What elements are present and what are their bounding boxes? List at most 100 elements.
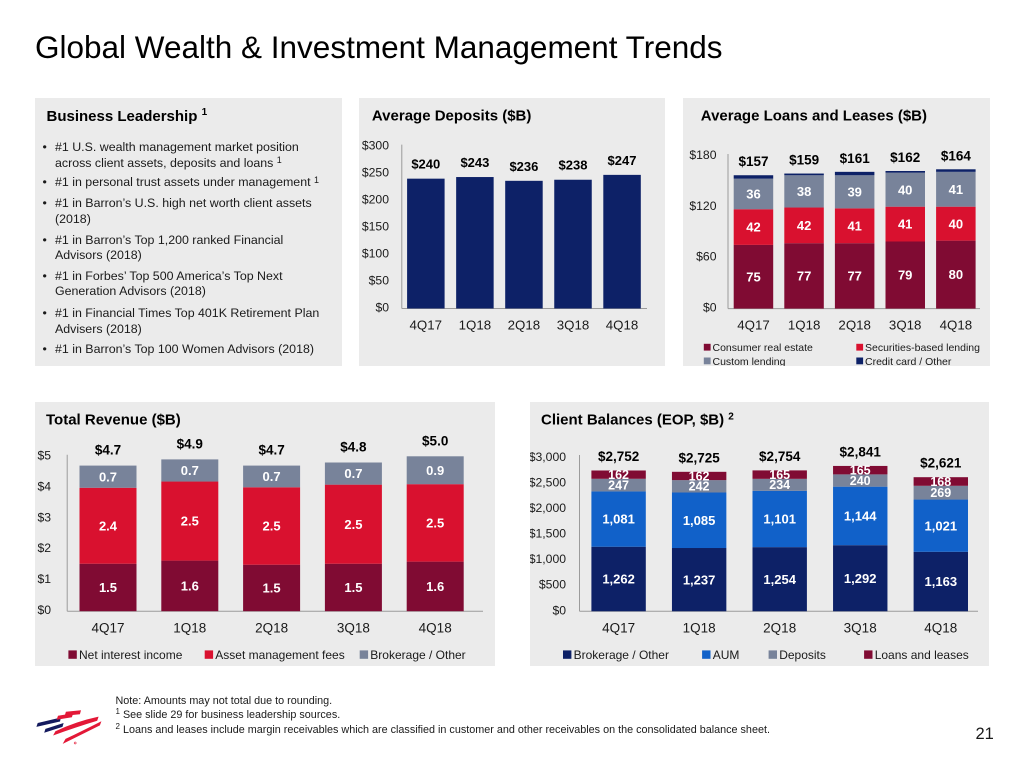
svg-text:$159: $159	[789, 153, 819, 168]
svg-text:41: 41	[949, 182, 963, 197]
svg-text:$4.9: $4.9	[177, 436, 203, 451]
svg-text:1,101: 1,101	[763, 512, 796, 527]
svg-text:2.5: 2.5	[426, 516, 444, 531]
svg-text:$300: $300	[362, 138, 389, 152]
svg-text:$240: $240	[411, 157, 440, 172]
svg-text:3Q18: 3Q18	[844, 621, 877, 636]
svg-text:4Q18: 4Q18	[419, 621, 452, 636]
svg-text:Deposits: Deposits	[779, 648, 826, 662]
svg-text:$120: $120	[689, 199, 716, 213]
svg-text:$250: $250	[362, 165, 389, 179]
svg-text:$4.8: $4.8	[340, 440, 367, 455]
svg-text:$238: $238	[559, 158, 588, 173]
svg-text:$236: $236	[509, 159, 538, 174]
svg-text:Client Balances (EOP, $B) 2: Client Balances (EOP, $B) 2	[541, 412, 734, 429]
svg-text:1,292: 1,292	[844, 571, 877, 586]
svg-text:$180: $180	[689, 148, 716, 162]
svg-text:$5: $5	[38, 448, 52, 462]
svg-text:80: 80	[949, 267, 963, 282]
svg-text:1.5: 1.5	[263, 581, 281, 596]
svg-text:3Q18: 3Q18	[889, 318, 922, 333]
svg-text:1Q18: 1Q18	[173, 621, 206, 636]
svg-text:38: 38	[797, 184, 811, 199]
svg-text:40: 40	[949, 216, 963, 231]
svg-text:$0: $0	[703, 301, 717, 315]
svg-text:$2,841: $2,841	[840, 444, 882, 459]
svg-text:$200: $200	[362, 193, 389, 207]
svg-text:4Q17: 4Q17	[410, 318, 443, 333]
svg-text:77: 77	[847, 269, 861, 284]
svg-text:Total Revenue ($B): Total Revenue ($B)	[46, 412, 181, 429]
svg-text:41: 41	[847, 218, 861, 233]
svg-text:Net interest income: Net interest income	[79, 648, 183, 662]
svg-text:42: 42	[797, 218, 811, 233]
svg-text:$60: $60	[696, 250, 717, 264]
svg-text:1,081: 1,081	[602, 512, 635, 527]
svg-text:0.7: 0.7	[99, 469, 117, 484]
svg-text:$5.0: $5.0	[422, 433, 448, 448]
svg-text:Brokerage / Other: Brokerage / Other	[574, 648, 669, 662]
svg-text:Loans and leases: Loans and leases	[875, 648, 969, 662]
svg-text:1Q18: 1Q18	[459, 318, 492, 333]
svg-text:1,163: 1,163	[925, 574, 958, 589]
svg-text:247: 247	[608, 479, 629, 493]
svg-text:36: 36	[746, 187, 760, 202]
svg-text:4Q18: 4Q18	[940, 318, 973, 333]
svg-text:2.5: 2.5	[263, 519, 281, 534]
svg-text:$161: $161	[840, 151, 871, 166]
svg-text:$2,500: $2,500	[530, 475, 566, 489]
svg-text:240: 240	[850, 474, 871, 488]
svg-text:$157: $157	[738, 154, 768, 169]
svg-text:1,144: 1,144	[844, 509, 877, 524]
svg-text:$4.7: $4.7	[258, 443, 284, 458]
svg-text:0.7: 0.7	[263, 469, 281, 484]
svg-text:42: 42	[746, 220, 760, 235]
svg-text:75: 75	[746, 269, 760, 284]
svg-text:Brokerage / Other: Brokerage / Other	[370, 648, 465, 662]
svg-text:2Q18: 2Q18	[255, 621, 288, 636]
svg-text:1,021: 1,021	[925, 518, 958, 533]
svg-text:$2: $2	[38, 541, 52, 555]
svg-text:79: 79	[898, 268, 912, 283]
svg-text:4Q17: 4Q17	[602, 621, 635, 636]
svg-text:Credit card / Other: Credit card / Other	[865, 356, 952, 366]
svg-text:1Q18: 1Q18	[683, 621, 716, 636]
svg-text:0.7: 0.7	[181, 463, 199, 478]
svg-text:$3,000: $3,000	[530, 450, 566, 464]
svg-text:41: 41	[898, 217, 912, 232]
svg-text:1,254: 1,254	[763, 572, 796, 587]
svg-text:$2,000: $2,000	[530, 501, 566, 515]
svg-text:$2,754: $2,754	[759, 449, 801, 464]
svg-text:162: 162	[608, 468, 629, 482]
svg-text:1,262: 1,262	[602, 572, 635, 587]
svg-text:$100: $100	[362, 247, 389, 261]
svg-text:$0: $0	[552, 603, 566, 617]
svg-text:77: 77	[797, 269, 811, 284]
svg-text:$0: $0	[38, 603, 52, 617]
svg-text:AUM: AUM	[713, 648, 740, 662]
svg-text:$150: $150	[362, 220, 389, 234]
svg-text:$0: $0	[375, 301, 389, 315]
svg-text:1,085: 1,085	[683, 513, 716, 528]
svg-text:$4: $4	[38, 479, 52, 493]
svg-text:$164: $164	[941, 148, 972, 163]
svg-text:269: 269	[930, 486, 951, 500]
svg-text:$2,752: $2,752	[598, 449, 639, 464]
svg-text:2Q18: 2Q18	[838, 318, 871, 333]
svg-text:Average Loans and Leases ($B): Average Loans and Leases ($B)	[701, 108, 927, 125]
svg-text:242: 242	[689, 480, 710, 494]
svg-text:$1: $1	[38, 572, 52, 586]
svg-text:4Q18: 4Q18	[606, 318, 639, 333]
svg-text:2Q18: 2Q18	[763, 621, 796, 636]
svg-text:$162: $162	[890, 150, 920, 165]
svg-text:Asset management fees: Asset management fees	[215, 648, 344, 662]
svg-text:$3: $3	[38, 510, 52, 524]
svg-text:162: 162	[689, 469, 710, 483]
svg-text:4Q17: 4Q17	[91, 621, 124, 636]
svg-text:$4.7: $4.7	[95, 443, 121, 458]
svg-text:39: 39	[847, 184, 861, 199]
svg-text:40: 40	[898, 182, 912, 197]
svg-text:4Q17: 4Q17	[737, 318, 770, 333]
svg-text:1.6: 1.6	[181, 579, 199, 594]
svg-text:$1,000: $1,000	[530, 552, 566, 566]
